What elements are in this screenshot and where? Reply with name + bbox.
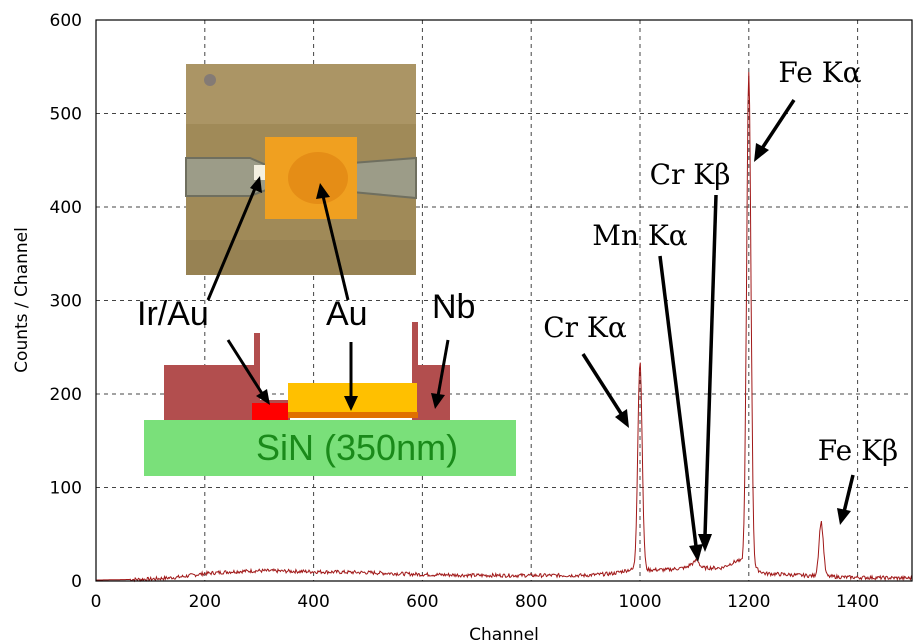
interface-layer bbox=[288, 412, 418, 418]
ir-au-label: Ir/Au bbox=[137, 295, 209, 333]
cross-section-diagram: SiN (350nm) bbox=[144, 322, 516, 476]
spectrum-series bbox=[96, 71, 913, 583]
plot-frame bbox=[95, 19, 913, 582]
peak-label-cr-ka: Cr Kα bbox=[543, 311, 627, 344]
arrow-fe-ka bbox=[759, 99, 796, 151]
arrow-photo-au bbox=[321, 195, 350, 301]
sin-layer bbox=[144, 420, 516, 476]
sensor-photo bbox=[185, 64, 417, 275]
arrow-ir-au bbox=[226, 339, 265, 396]
peak-arrows bbox=[581, 99, 855, 562]
arrow-fe-kb bbox=[842, 474, 855, 513]
grid-lines bbox=[96, 20, 912, 581]
photo-ir-spot bbox=[254, 165, 266, 180]
arrowhead-photo-ir bbox=[250, 176, 262, 193]
arrow-mn-ka bbox=[658, 255, 698, 547]
ir-layer bbox=[252, 403, 288, 420]
nb-label: Nb bbox=[432, 288, 475, 326]
nb-layer bbox=[164, 322, 450, 420]
arrow-photo-ir bbox=[206, 185, 258, 301]
arrow-cr-kb bbox=[703, 194, 718, 537]
photo-debris bbox=[204, 74, 216, 86]
x-tick-1000: 1000 bbox=[618, 592, 661, 612]
arrowhead-ir-au bbox=[256, 389, 270, 405]
x-axis-label: Channel bbox=[469, 625, 539, 644]
photo-shade-top bbox=[186, 64, 416, 124]
arrowhead-au bbox=[344, 396, 358, 411]
y-tick-200: 200 bbox=[50, 385, 82, 405]
x-tick-800: 800 bbox=[515, 592, 547, 612]
x-tick-1200: 1200 bbox=[727, 592, 770, 612]
peak-label-fe-ka: Fe Kα bbox=[778, 56, 861, 89]
arrowhead-fe-kb bbox=[837, 508, 851, 525]
peak-label-cr-kb: Cr Kβ bbox=[650, 158, 731, 191]
y-axis-label: Counts / Channel bbox=[12, 227, 32, 373]
arrowhead-fe-ka bbox=[754, 143, 769, 162]
arrowhead-photo-au bbox=[316, 183, 330, 199]
arrowhead-nb bbox=[431, 393, 445, 409]
schematic-arrows bbox=[226, 339, 450, 411]
x-tick-200: 200 bbox=[189, 592, 221, 612]
y-tick-400: 400 bbox=[50, 198, 82, 218]
peak-label-fe-kb: Fe Kβ bbox=[818, 434, 898, 467]
y-tick-600: 600 bbox=[50, 11, 82, 31]
y-tick-300: 300 bbox=[50, 292, 82, 312]
x-tick-0: 0 bbox=[91, 592, 102, 612]
peak-annotations: Fe Kα Cr Kβ Mn Kα Cr Kα Fe Kβ bbox=[543, 56, 898, 467]
y-tick-100: 100 bbox=[50, 479, 82, 499]
au-label: Au bbox=[326, 295, 368, 333]
photo-right-lead bbox=[351, 156, 417, 200]
photo-pad-center bbox=[288, 152, 348, 204]
y-tick-500: 500 bbox=[50, 105, 82, 125]
arrowhead-cr-ka bbox=[615, 409, 629, 428]
y-tick-0: 0 bbox=[71, 572, 82, 592]
x-tick-1400: 1400 bbox=[836, 592, 879, 612]
arrowhead-mn-ka bbox=[689, 544, 703, 562]
arrow-cr-ka bbox=[581, 353, 624, 416]
series-group bbox=[96, 71, 913, 583]
arrow-nb bbox=[436, 339, 450, 397]
sin-label: SiN (350nm) bbox=[256, 427, 458, 468]
axis-ticks: 0 200 400 600 800 1000 1200 1400 0 100 200 300 400 50… bbox=[50, 11, 880, 612]
peak-label-mn-ka: Mn Kα bbox=[592, 219, 688, 252]
x-tick-400: 400 bbox=[297, 592, 329, 612]
x-tick-600: 600 bbox=[406, 592, 438, 612]
photo-arrows bbox=[206, 176, 350, 301]
arrowhead-cr-kb bbox=[698, 534, 712, 552]
